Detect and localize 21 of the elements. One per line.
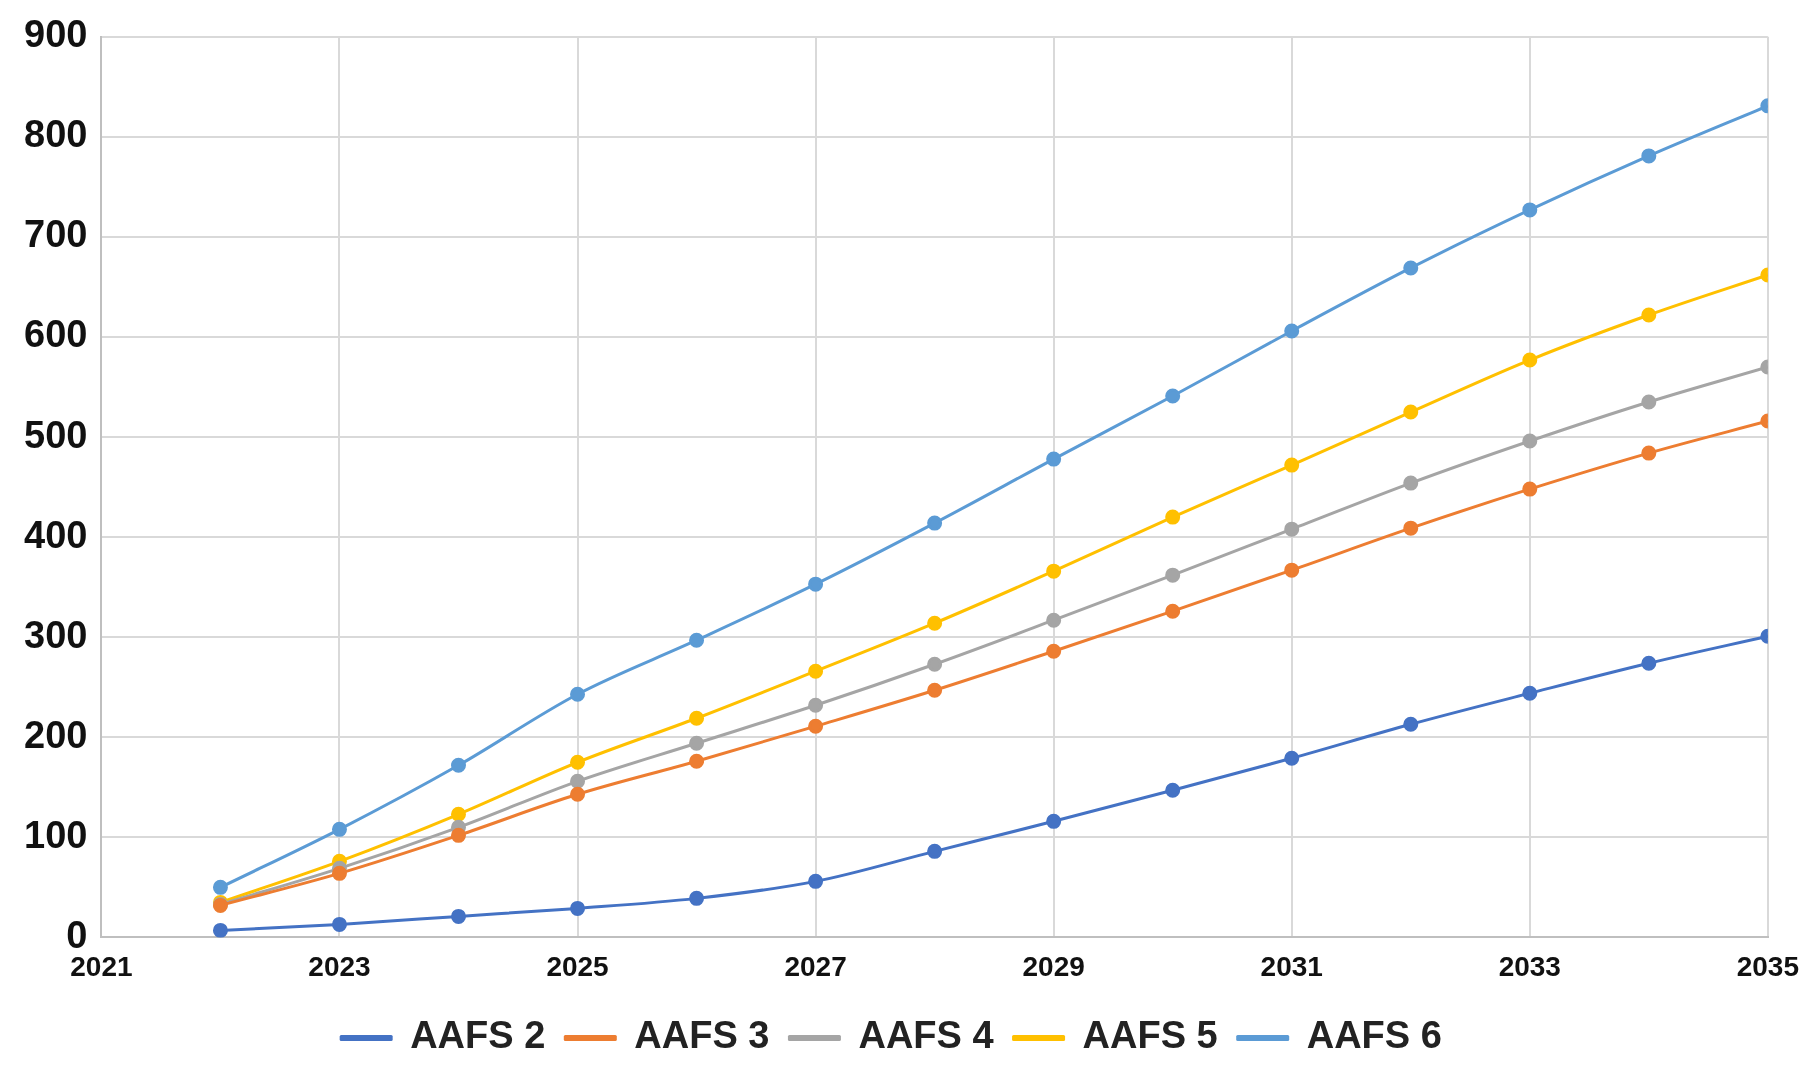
y-tick-label: 500 <box>24 413 88 456</box>
y-tick-label: 400 <box>24 513 88 556</box>
x-tick-label: 2031 <box>1260 950 1323 982</box>
x-tick-label: 2025 <box>546 950 609 982</box>
legend-label: AAFS 5 <box>1082 1014 1218 1057</box>
x-tick-label: 2033 <box>1498 950 1561 982</box>
legend-label: AAFS 2 <box>410 1014 546 1057</box>
legend-label: AAFS 4 <box>858 1014 994 1057</box>
legend-label: AAFS 6 <box>1306 1014 1442 1057</box>
y-tick-label: 100 <box>24 813 88 856</box>
x-tick-label: 2035 <box>1736 950 1799 982</box>
x-tick-label: 2029 <box>1022 950 1085 982</box>
x-tick-label: 2027 <box>784 950 847 982</box>
y-tick-label: 600 <box>24 313 88 356</box>
x-tick-label: 2023 <box>308 950 371 982</box>
y-tick-label: 200 <box>24 713 88 756</box>
y-tick-label: 700 <box>24 213 88 256</box>
y-tick-label: 300 <box>24 613 88 656</box>
y-tick-label: 800 <box>24 113 88 156</box>
y-tick-label: 900 <box>24 13 88 56</box>
legend-label: AAFS 3 <box>634 1014 770 1057</box>
